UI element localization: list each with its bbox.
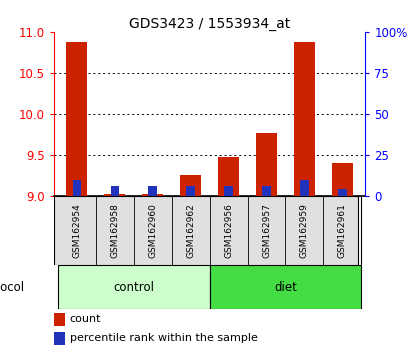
Bar [149, 186, 157, 196]
Text: GSM162959: GSM162959 [300, 203, 309, 258]
Bar [218, 157, 239, 196]
Text: control: control [113, 281, 154, 293]
Bar [54, 332, 65, 345]
Bar [110, 186, 119, 196]
Text: diet: diet [274, 281, 297, 293]
Text: GSM162954: GSM162954 [72, 203, 81, 258]
Bar [210, 265, 361, 309]
Bar [332, 163, 353, 196]
Bar [58, 265, 210, 309]
Bar [256, 133, 277, 196]
Bar [300, 180, 309, 196]
Text: protocol: protocol [0, 281, 25, 293]
Bar [294, 42, 315, 196]
Text: GSM162961: GSM162961 [338, 203, 347, 258]
Bar [142, 194, 163, 196]
Bar [54, 313, 65, 326]
Text: count: count [70, 314, 101, 324]
Bar [104, 194, 125, 196]
Text: GSM162956: GSM162956 [224, 203, 233, 258]
Text: GSM162958: GSM162958 [110, 203, 119, 258]
Bar [180, 175, 201, 196]
Text: GSM162957: GSM162957 [262, 203, 271, 258]
Bar [186, 186, 195, 196]
Bar [262, 186, 271, 196]
Text: percentile rank within the sample: percentile rank within the sample [70, 333, 257, 343]
Bar [73, 180, 81, 196]
Text: GSM162960: GSM162960 [148, 203, 157, 258]
Bar [66, 42, 87, 196]
Bar [338, 189, 347, 196]
Title: GDS3423 / 1553934_at: GDS3423 / 1553934_at [129, 17, 290, 31]
Text: GSM162962: GSM162962 [186, 203, 195, 258]
Bar [225, 186, 233, 196]
